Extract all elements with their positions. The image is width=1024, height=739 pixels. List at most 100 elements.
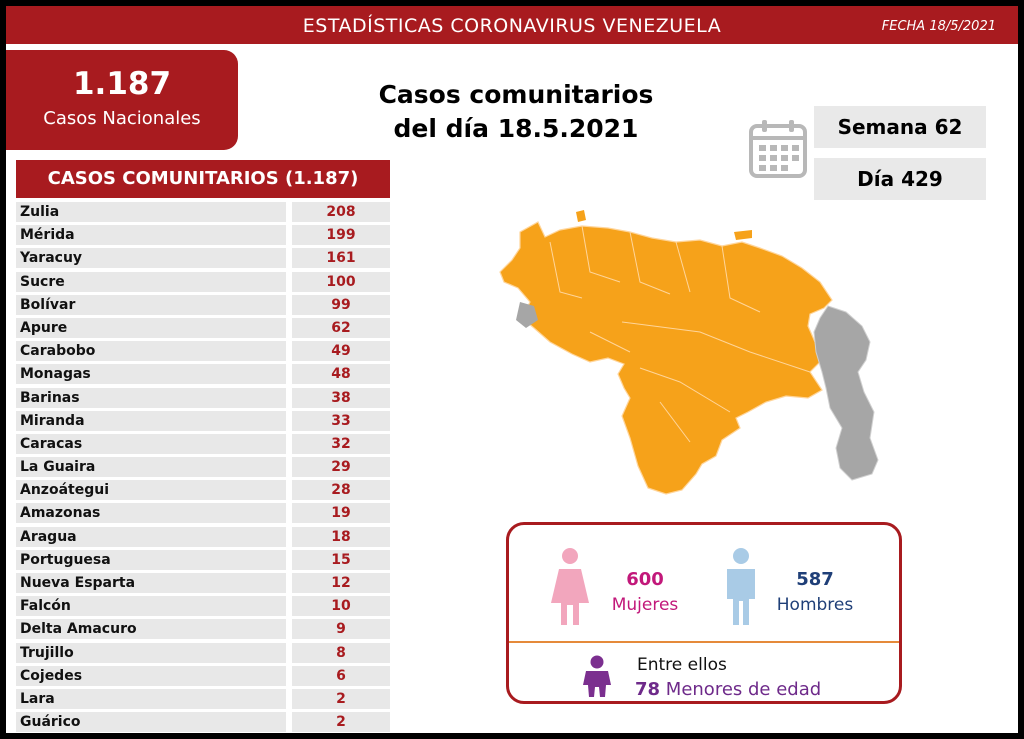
table-row: Sucre 100 [16,271,390,292]
state-cases: 49 [292,341,390,362]
state-name: Nueva Esparta [16,573,286,593]
state-cases: 62 [292,317,390,338]
state-name: Apure [16,317,286,338]
state-cases: 2 [292,712,390,733]
state-name: Monagas [16,364,286,385]
woman-icon [549,547,591,631]
men-count: 587 [796,569,834,590]
among-label: Entre ellos [637,655,727,675]
state-name: Portuguesa [16,549,286,570]
table-row: Cojedes 6 [16,665,390,686]
minors-count: 78 [635,679,661,700]
state-name: Carabobo [16,341,286,362]
cases-table: Zulia 208 Mérida 199 Yaracuy 161 Sucre 100 Bolív… [16,202,390,733]
table-row: Aragua 18 [16,526,390,547]
state-cases: 28 [292,480,390,501]
state-cases: 18 [292,526,390,547]
table-row: Caracas 32 [16,433,390,454]
table-row: Yaracuy 161 [16,248,390,269]
state-cases: 208 [292,202,390,222]
divider [509,641,899,643]
table-row: Carabobo 49 [16,341,390,362]
state-cases: 2 [292,688,390,709]
women-count: 600 [626,569,664,590]
day-badge: Día 429 [814,158,986,200]
state-cases: 6 [292,665,390,686]
state-cases: 12 [292,573,390,593]
state-cases: 9 [292,619,390,640]
state-name: Mérida [16,225,286,246]
state-cases: 99 [292,294,390,315]
infographic: ESTADÍSTICAS CORONAVIRUS VENEZUELA FECHA… [6,6,1018,733]
map-region-orange [499,221,833,495]
state-cases: 100 [292,271,390,292]
header-date: FECHA 18/5/2021 [881,19,996,34]
state-name: Falcón [16,596,286,617]
man-icon [723,547,759,631]
table-row: Miranda 33 [16,410,390,431]
state-cases: 8 [292,642,390,663]
state-cases: 161 [292,248,390,269]
table-row: Guárico 2 [16,712,390,733]
state-name: Caracas [16,433,286,454]
table-row: Falcón 10 [16,596,390,617]
state-name: Lara [16,688,286,709]
state-name: Amazonas [16,503,286,524]
table-row: Delta Amacuro 9 [16,619,390,640]
state-name: Miranda [16,410,286,431]
title-line-2: del día 18.5.2021 [393,114,639,143]
state-cases: 15 [292,549,390,570]
table-row: Amazonas 19 [16,503,390,524]
calendar-icon [748,118,808,184]
state-name: Anzoátegui [16,480,286,501]
state-name: Barinas [16,387,286,408]
table-row: Zulia 208 [16,202,390,222]
state-name: Bolívar [16,294,286,315]
table-row: Trujillo 8 [16,642,390,663]
women-label: Mujeres [611,595,679,615]
men-label: Hombres [776,595,854,615]
state-name: Sucre [16,271,286,292]
title-line-1: Casos comunitarios [378,80,654,109]
state-cases: 48 [292,364,390,385]
state-name: Delta Amacuro [16,619,286,640]
table-row: La Guaira 29 [16,457,390,478]
table-row: Nueva Esparta 12 [16,573,390,593]
table-row: Portuguesa 15 [16,549,390,570]
state-cases: 10 [292,596,390,617]
venezuela-map [490,202,880,506]
table-row: Barinas 38 [16,387,390,408]
national-cases-label: Casos Nacionales [43,108,201,129]
state-cases: 32 [292,433,390,454]
state-name: Aragua [16,526,286,547]
table-row: Anzoátegui 28 [16,480,390,501]
state-cases: 19 [292,503,390,524]
header-title: ESTADÍSTICAS CORONAVIRUS VENEZUELA [302,15,722,37]
state-name: Cojedes [16,665,286,686]
national-cases-count: 1.187 [72,66,172,102]
state-cases: 33 [292,410,390,431]
table-row: Mérida 199 [16,225,390,246]
state-name: Yaracuy [16,248,286,269]
table-row: Apure 62 [16,317,390,338]
map-region-gray-east [813,305,879,481]
state-cases: 38 [292,387,390,408]
national-cases-card: 1.187 Casos Nacionales [6,50,238,150]
table-row: Monagas 48 [16,364,390,385]
minors-label: Menores de edad [665,679,822,700]
state-name: Zulia [16,202,286,222]
table-header: CASOS COMUNITARIOS (1.187) [16,160,390,198]
minors-line: 78 Menores de edad [635,679,821,700]
child-icon [581,655,613,703]
table-row: Bolívar 99 [16,294,390,315]
state-cases: 199 [292,225,390,246]
state-name: Guárico [16,712,286,733]
state-name: La Guaira [16,457,286,478]
gender-box: 600 Mujeres 587 Hombres Entre ellos 78 M… [506,522,902,704]
state-cases: 29 [292,457,390,478]
week-badge: Semana 62 [814,106,986,148]
state-name: Trujillo [16,642,286,663]
table-row: Lara 2 [16,688,390,709]
map-region-gray-west [516,302,538,328]
header-bar: ESTADÍSTICAS CORONAVIRUS VENEZUELA FECHA… [6,6,1018,44]
